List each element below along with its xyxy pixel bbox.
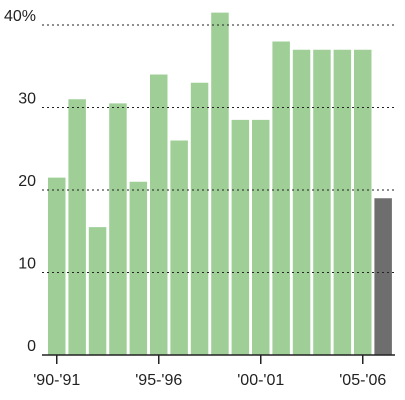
axes <box>42 354 395 364</box>
y-tick-label-0: 0 <box>27 338 36 355</box>
bar-8 <box>211 12 229 355</box>
bar-16 <box>374 198 392 355</box>
bar-5 <box>150 74 168 355</box>
x-tick-label-0: '90-'91 <box>33 372 80 389</box>
bar-9 <box>231 119 250 355</box>
y-tick-labels: 0 10 20 30 40% <box>4 8 36 355</box>
bar-1 <box>68 99 86 355</box>
bar-4 <box>129 181 148 355</box>
y-tick-label-10: 10 <box>18 256 36 273</box>
y-tick-label-40: 40% <box>4 8 36 25</box>
bar-6 <box>170 140 188 355</box>
bar-0 <box>48 177 66 355</box>
bar-14 <box>333 49 352 355</box>
bar-2 <box>88 227 107 355</box>
bar-13 <box>313 49 331 355</box>
x-tick-label-10: '00-'01 <box>237 372 284 389</box>
bar-7 <box>190 82 209 355</box>
x-tick-label-15: '05-'06 <box>339 372 386 389</box>
bar-10 <box>252 119 270 355</box>
bar-3 <box>109 103 127 355</box>
y-tick-label-20: 20 <box>18 173 36 190</box>
y-tick-label-30: 30 <box>18 91 36 108</box>
grid-lines <box>42 24 395 273</box>
bar-15 <box>354 49 372 355</box>
bar-11 <box>272 41 290 355</box>
x-tick-label-5: '95-'96 <box>135 372 182 389</box>
bars <box>48 12 392 355</box>
bar-12 <box>292 49 311 355</box>
x-tick-labels: '90-'91 '95-'96 '00-'01 '05-'06 <box>33 372 386 389</box>
